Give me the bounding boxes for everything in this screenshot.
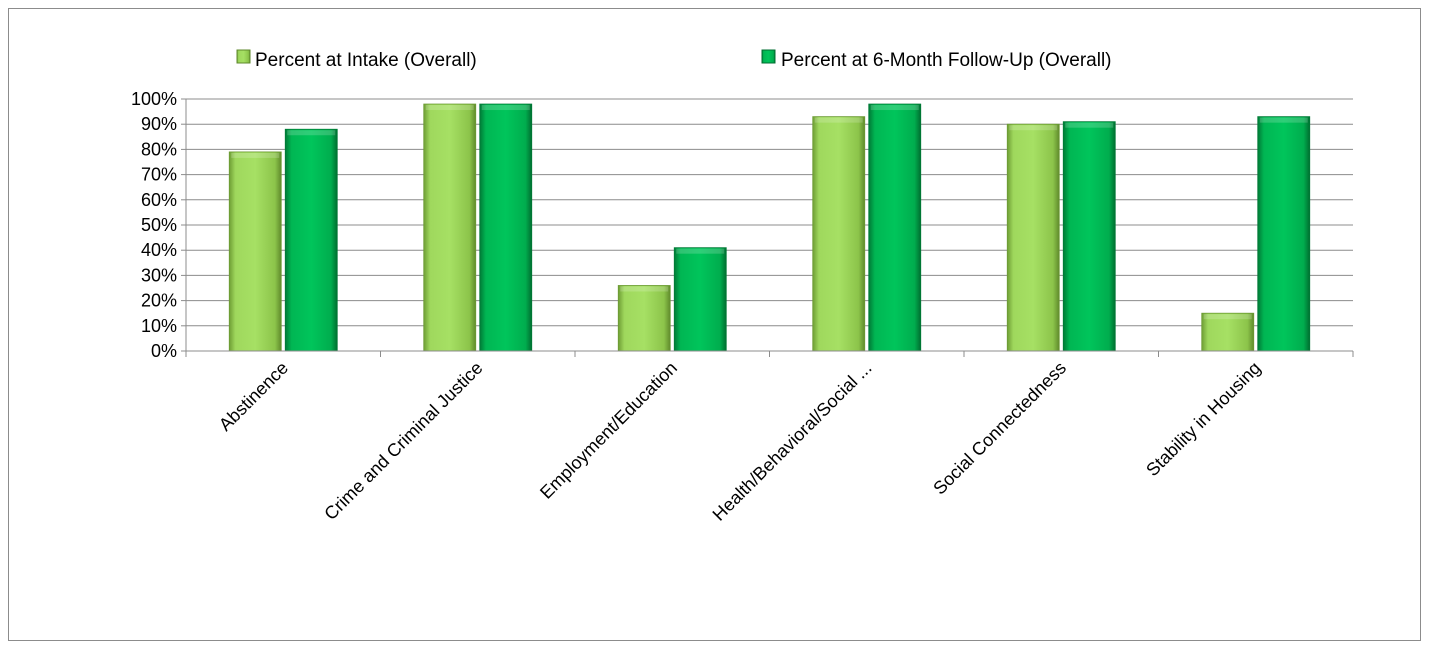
bar-followup <box>284 128 338 352</box>
y-tick-label: 50% <box>141 215 177 235</box>
x-category-label: Stability in Housing <box>1142 358 1264 480</box>
bar-followup <box>1062 121 1116 352</box>
bar-highlight <box>1259 117 1308 123</box>
legend-label-intake: Percent at Intake (Overall) <box>255 50 477 71</box>
y-tick-label: 20% <box>141 291 177 311</box>
chart-frame: Percent at Intake (Overall) Percent at 6… <box>8 8 1421 641</box>
bar-intake <box>1006 123 1060 352</box>
bar-intake <box>228 151 282 352</box>
bar-followup <box>1257 116 1311 352</box>
bars <box>228 103 1311 352</box>
bar-highlight <box>676 248 725 254</box>
bar-chart: Percent at Intake (Overall) Percent at 6… <box>131 49 1354 525</box>
bar-highlight <box>870 105 919 111</box>
bar-followup <box>868 103 922 352</box>
bar-intake <box>812 116 866 352</box>
bar-intake <box>423 103 477 352</box>
bar-highlight <box>481 105 530 111</box>
y-axis: 0% 10% 20% 30% 40% 50% 60% 70% 80% 90% 100% <box>131 89 187 361</box>
x-category-label: Social Connectedness <box>929 358 1070 499</box>
bar-followup <box>673 247 727 352</box>
legend-item-intake: Percent at Intake (Overall) <box>236 49 477 71</box>
y-tick-label: 10% <box>141 316 177 336</box>
x-axis: Abstinence Crime and Criminal Justice Empl… <box>185 350 1354 525</box>
legend-swatch-intake <box>236 49 251 64</box>
legend-item-followup: Percent at 6-Month Follow-Up (Overall) <box>761 49 1112 71</box>
bar-highlight <box>620 286 669 292</box>
legend-swatch-followup <box>761 49 776 64</box>
bar-highlight <box>287 130 336 136</box>
bar-highlight <box>814 117 863 123</box>
bar-highlight <box>1203 314 1252 320</box>
bar-highlight <box>1065 122 1114 128</box>
bar-followup <box>479 103 533 352</box>
y-tick-label: 30% <box>141 265 177 285</box>
bar-highlight <box>1009 125 1058 131</box>
gridlines <box>186 98 1353 327</box>
y-tick-label: 0% <box>151 341 177 361</box>
legend: Percent at Intake (Overall) Percent at 6… <box>236 49 1112 71</box>
y-tick-label: 70% <box>141 165 177 185</box>
x-category-label: Employment/Education <box>536 358 681 503</box>
x-category-label: Health/Behavioral/Social ... <box>709 358 876 525</box>
x-category-label: Crime and Criminal Justice <box>320 358 486 524</box>
y-tick-label: 90% <box>141 114 177 134</box>
x-category-label: Abstinence <box>215 358 292 435</box>
legend-label-followup: Percent at 6-Month Follow-Up (Overall) <box>781 50 1112 71</box>
y-tick-label: 80% <box>141 139 177 159</box>
bar-highlight <box>231 152 280 158</box>
bar-intake <box>617 285 671 352</box>
y-tick-label: 40% <box>141 240 177 260</box>
bar-highlight <box>425 105 474 111</box>
y-tick-label: 60% <box>141 190 177 210</box>
y-tick-label: 100% <box>131 89 177 109</box>
